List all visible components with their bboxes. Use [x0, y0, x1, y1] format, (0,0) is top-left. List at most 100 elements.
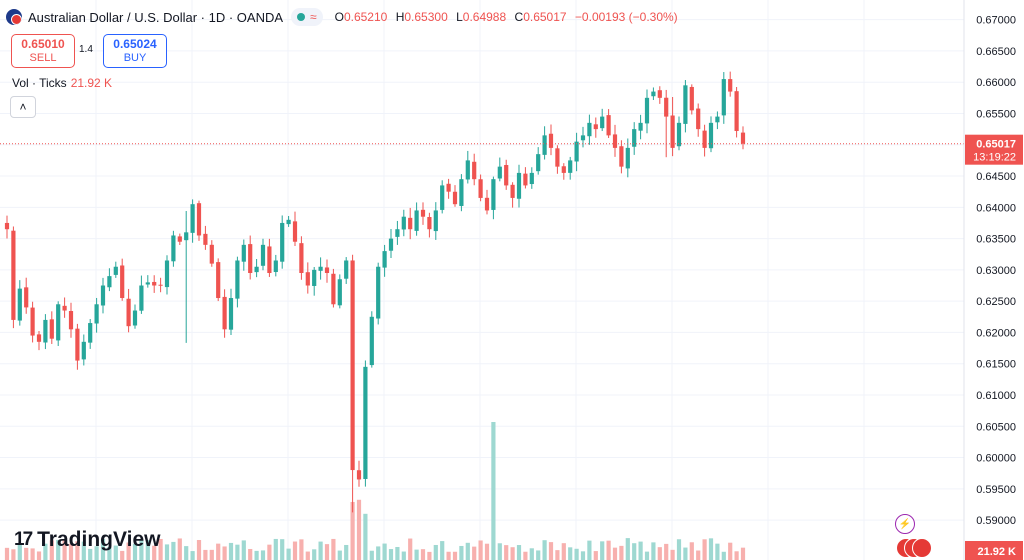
candle-body	[152, 281, 157, 286]
symbol-title[interactable]: Australian Dollar / U.S. Dollar · 1D · O…	[28, 9, 284, 25]
candle-body	[11, 230, 16, 320]
volume-bar	[49, 540, 54, 560]
volume-bar	[683, 547, 688, 560]
volume-bar	[139, 540, 144, 560]
candle-body	[459, 179, 464, 206]
volume-bar	[145, 540, 150, 560]
price-axis-tick: 0.62000	[976, 327, 1016, 339]
candle-body	[516, 172, 522, 199]
sell-button[interactable]: 0.65010 SELL	[11, 34, 75, 68]
volume-bar	[702, 539, 707, 560]
volume-bar	[344, 544, 349, 560]
close-value: 0.65017	[523, 10, 567, 24]
volume-bar	[632, 543, 637, 560]
volume-bar	[209, 549, 214, 560]
high-value: 0.65300	[404, 10, 448, 24]
candle-body	[452, 191, 458, 205]
volume-bar	[376, 546, 381, 560]
volume-bar	[548, 542, 554, 560]
price-axis-tick: 0.59000	[976, 515, 1016, 527]
candle-body	[689, 86, 694, 111]
candle-body	[56, 304, 61, 341]
volume-bar	[235, 544, 240, 560]
volume-bar	[574, 548, 579, 560]
candle-body	[139, 285, 144, 311]
volume-bar	[363, 513, 368, 560]
price-axis-tick: 0.60000	[976, 453, 1016, 465]
candle-body	[600, 116, 605, 129]
candle-body	[363, 366, 368, 479]
candle-body	[510, 184, 515, 198]
volume-legend[interactable]: Vol · Ticks 21.92 K	[12, 76, 112, 90]
us-flag-icon[interactable]	[912, 538, 932, 558]
candle-body	[574, 141, 579, 162]
candle-body	[472, 161, 477, 180]
tradingview-logo[interactable]: 17 TradingView	[14, 528, 160, 552]
candle-body	[113, 266, 118, 275]
market-status-pill[interactable]: ≈	[291, 8, 323, 26]
candle-body	[248, 244, 253, 273]
lightning-icon[interactable]: ⚡	[895, 514, 915, 534]
candle-body	[484, 197, 490, 211]
candle-body	[203, 233, 208, 245]
volume-bar	[228, 542, 234, 560]
volume-bar	[369, 550, 374, 560]
volume-bar	[305, 551, 310, 560]
volume-bar	[497, 543, 502, 560]
candle-body	[126, 298, 131, 327]
candle-body	[68, 311, 74, 330]
volume-bar	[36, 551, 42, 560]
candle-body	[81, 341, 86, 360]
price-axis-background	[964, 0, 1024, 560]
volume-bar	[350, 501, 355, 560]
candle-body	[43, 319, 48, 343]
buy-button[interactable]: 0.65024 BUY	[103, 34, 167, 68]
price-axis-tick: 0.67000	[976, 15, 1016, 27]
candle-body	[568, 160, 573, 173]
sell-price: 0.65010	[21, 37, 65, 51]
volume-bar	[600, 541, 605, 560]
candle-body	[696, 108, 701, 130]
change-value: −0.00193 (−0.30%)	[574, 10, 678, 24]
buy-label: BUY	[123, 52, 147, 64]
candle-body	[100, 285, 106, 306]
candle-body	[331, 273, 336, 305]
volume-bar	[459, 545, 464, 560]
volume-bar	[216, 543, 221, 560]
open-value: 0.65210	[343, 10, 388, 24]
volume-bar	[356, 499, 362, 560]
candle-body	[708, 122, 714, 149]
volume-bar	[587, 540, 592, 560]
price-axis-tick: 0.61500	[976, 359, 1016, 371]
volume-bar	[152, 545, 157, 560]
volume-bar	[657, 547, 662, 560]
volume-bar	[561, 543, 566, 560]
volume-bar	[452, 551, 458, 560]
candle-body	[164, 260, 170, 288]
candle-body	[740, 132, 746, 144]
price-axis-tick: 0.66000	[976, 77, 1016, 89]
candle-body	[344, 260, 349, 279]
volume-bar	[625, 538, 630, 560]
candle-body	[292, 221, 298, 242]
candle-body	[587, 122, 592, 137]
candle-body	[132, 310, 138, 326]
candle-body	[49, 319, 54, 339]
candle-body	[529, 172, 534, 185]
candle-body	[299, 243, 304, 273]
chart-header: Australian Dollar / U.S. Dollar · 1D · O…	[6, 8, 683, 26]
candle-body	[120, 265, 125, 299]
volume-bar	[651, 542, 656, 560]
volume-bar	[177, 538, 182, 560]
volume-bar	[420, 549, 426, 560]
candle-body	[478, 179, 483, 198]
candle-body	[414, 210, 419, 231]
candle-body	[228, 298, 234, 330]
volume-bars	[4, 422, 746, 560]
collapse-legend-button[interactable]: ˄	[10, 96, 36, 118]
volume-bar	[593, 551, 598, 560]
candle-body	[548, 133, 554, 148]
price-axis-tick: 0.60500	[976, 421, 1016, 433]
volume-bar	[171, 541, 176, 560]
